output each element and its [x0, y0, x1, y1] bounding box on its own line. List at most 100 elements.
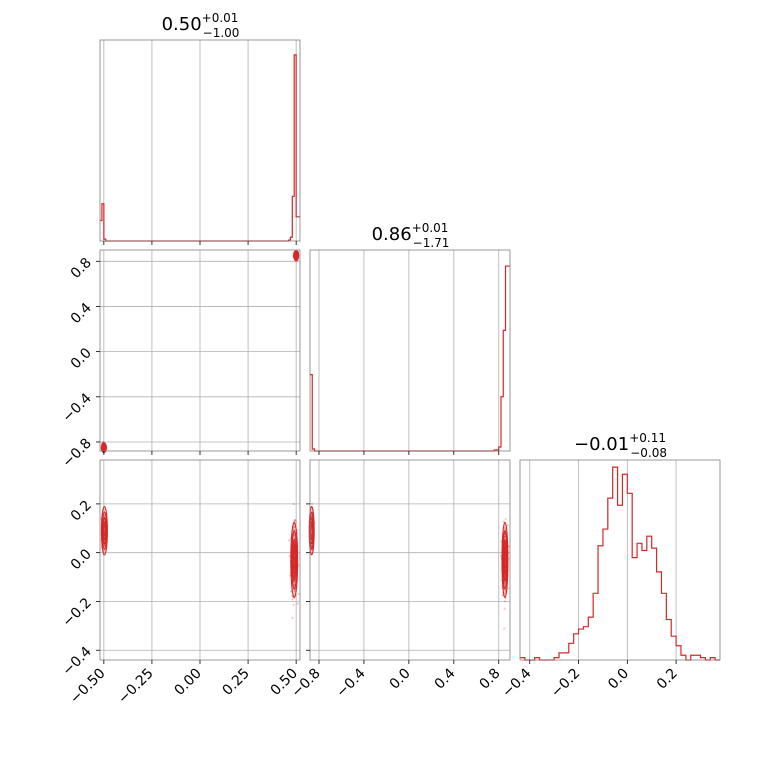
- y-axis: [306, 503, 310, 651]
- sample-point: [503, 580, 506, 584]
- sample-point: [291, 598, 294, 601]
- scatter-samples: [100, 249, 300, 454]
- axes-frame: [519, 459, 721, 661]
- panel-title: 0.86+0.01: [372, 221, 449, 245]
- grid: [100, 250, 300, 451]
- panel-scatter-p1-p3: −0.50 −0.25 0.00 0.25 0.50−0.4−0.20.00.2: [59, 459, 301, 707]
- title-median: 0.86: [372, 224, 412, 245]
- title-median: −0.01: [574, 434, 629, 455]
- x-axis: [318, 451, 500, 455]
- sample-point: [297, 592, 300, 596]
- sample-point: [292, 603, 295, 607]
- sample-point: [103, 514, 106, 517]
- sample-point: [293, 525, 296, 528]
- axes-frame: [309, 459, 511, 661]
- sample-point: [503, 559, 507, 562]
- sample-point: [503, 541, 507, 545]
- sample-point: [503, 600, 507, 603]
- x-tick-label: 0.25: [220, 666, 253, 699]
- sample-point: [293, 520, 296, 523]
- x-tick-label: −0.4: [333, 665, 368, 700]
- x-tick-label: 0.4: [432, 665, 459, 692]
- sample-point: [293, 544, 296, 547]
- sample-point: [503, 535, 507, 538]
- panel-scatter-p1-p2: −0.8 −0.4 0.0 0.4 0.8: [59, 249, 301, 471]
- sample-point: [103, 527, 106, 531]
- x-tick-label: −0.4: [499, 665, 534, 700]
- histogram-step-line: [310, 265, 510, 452]
- density-contour: [292, 551, 296, 569]
- sample-point: [504, 518, 507, 521]
- panel-scatter-p2-p3: −0.8 −0.4 0.0 0.4 0.8: [288, 459, 511, 701]
- sample-point: [310, 502, 314, 505]
- sample-point: [503, 627, 506, 630]
- density-contour: [294, 253, 298, 258]
- x-tick-label: 0.00: [171, 666, 204, 699]
- scatter-samples: [100, 502, 300, 620]
- sample-point: [294, 519, 297, 522]
- sample-point: [503, 581, 506, 584]
- grid: [103, 40, 297, 241]
- axes-frame: [309, 249, 511, 452]
- density-contour: [102, 525, 107, 537]
- y-tick-label: −0.4: [59, 390, 94, 425]
- panel-title: −0.01+0.11: [574, 431, 666, 455]
- grid: [318, 250, 500, 451]
- sample-point: [506, 524, 509, 527]
- sample-point: [294, 519, 297, 522]
- y-axis: −0.8 −0.4 0.0 0.4 0.8: [59, 255, 100, 471]
- scatter-samples: [308, 502, 511, 630]
- sample-point: [503, 575, 507, 578]
- sample-point: [293, 558, 296, 561]
- y-tick-label: −0.8: [59, 435, 94, 470]
- x-axis: −0.4 −0.2 0.0 0.2: [499, 660, 681, 701]
- x-tick-label: 0.0: [605, 666, 632, 693]
- sample-point: [502, 520, 505, 523]
- y-tick-label: 0.0: [68, 345, 95, 372]
- x-axis: −0.8 −0.4 0.0 0.4 0.8: [288, 660, 504, 701]
- title-lower-error: −1.71: [413, 236, 450, 250]
- title-upper-error: +0.01: [412, 221, 449, 235]
- x-tick-label: −0.25: [115, 666, 157, 708]
- histogram-step-line: [100, 54, 300, 242]
- sample-point: [503, 526, 506, 530]
- sample-point: [287, 539, 290, 542]
- x-axis: [103, 241, 297, 245]
- sample-point: [503, 573, 507, 576]
- sample-point: [293, 544, 296, 547]
- sample-point: [293, 519, 296, 522]
- title-lower-error: −0.08: [630, 446, 667, 460]
- density-contour: [309, 525, 314, 537]
- y-tick-label: 0.4: [68, 300, 95, 327]
- title-upper-error: +0.11: [629, 431, 666, 445]
- panel-hist-p1: 0.50+0.01−1.00: [99, 11, 301, 245]
- sample-point: [293, 562, 296, 565]
- y-tick-label: 0.0: [68, 546, 95, 573]
- sample-point: [293, 556, 296, 560]
- x-tick-label: −0.2: [548, 666, 583, 701]
- y-tick-label: 0.8: [68, 255, 95, 282]
- grid: [100, 460, 300, 660]
- x-tick-label: 0.2: [654, 666, 681, 693]
- title-upper-error: +0.01: [202, 11, 239, 25]
- y-tick-label: 0.2: [68, 497, 95, 524]
- grid: [529, 460, 677, 660]
- title-median: 0.50: [162, 14, 202, 35]
- sample-point: [296, 602, 299, 605]
- grid: [310, 460, 510, 660]
- x-axis: [103, 451, 297, 455]
- histogram-step-line: [520, 466, 720, 661]
- sample-point: [291, 616, 294, 620]
- y-tick-label: −0.2: [59, 595, 94, 630]
- x-tick-label: 0.0: [387, 666, 414, 693]
- sample-point: [503, 575, 507, 578]
- sample-point: [293, 559, 296, 562]
- panel-title: 0.50+0.01: [162, 11, 239, 35]
- panel-hist-p3: −0.01+0.11−0.08 −0.4 −0.2 0.0 0.2: [499, 431, 721, 701]
- sample-point: [292, 502, 295, 506]
- density-contour: [503, 551, 507, 569]
- sample-point: [503, 607, 506, 610]
- x-axis: −0.50 −0.25 0.00 0.25 0.50: [67, 660, 301, 707]
- density-contour: [102, 445, 106, 450]
